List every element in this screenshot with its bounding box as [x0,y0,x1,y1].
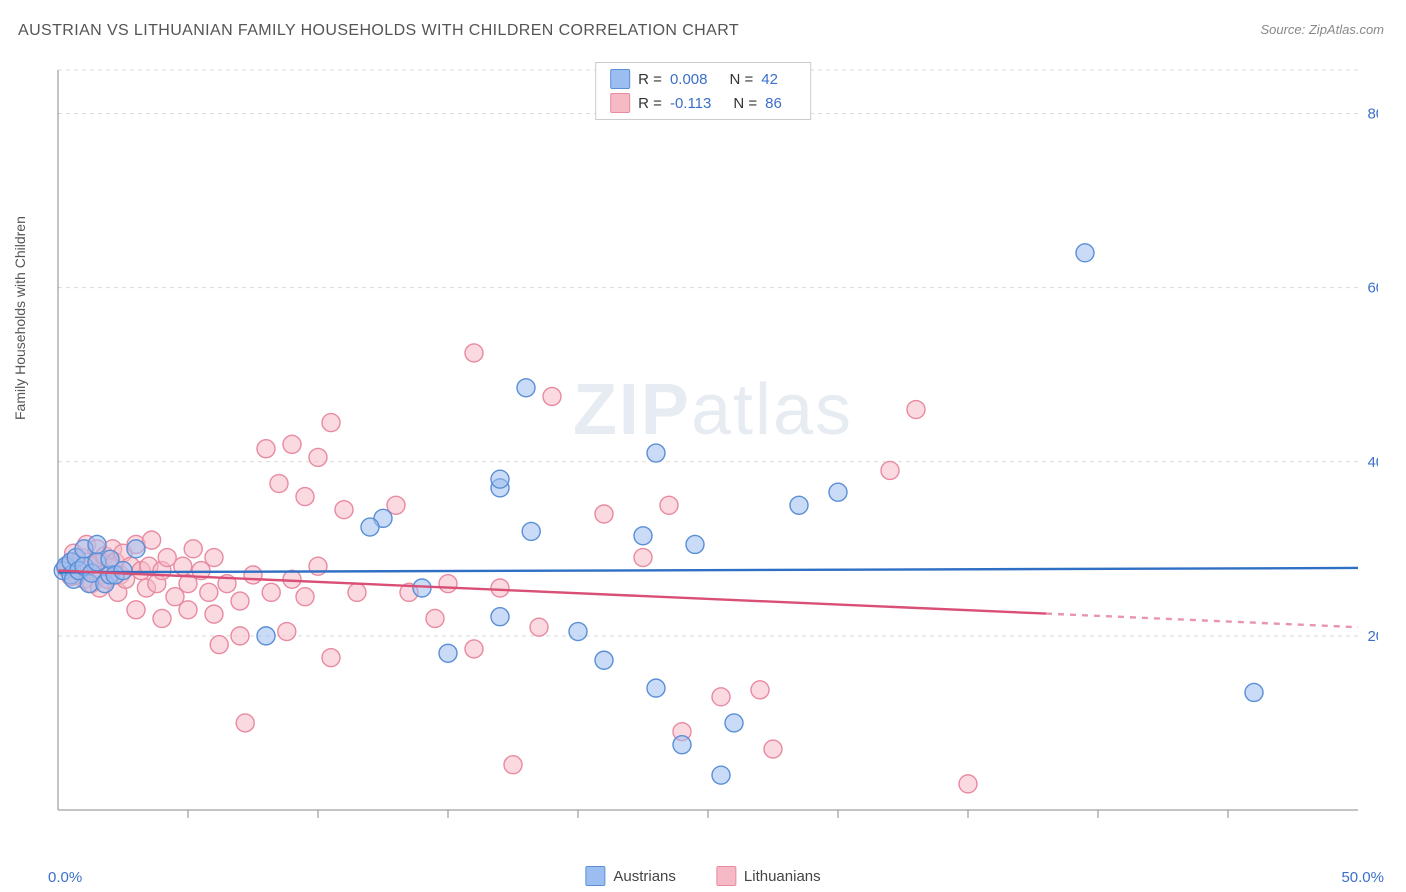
x-axis-max-label: 50.0% [1341,869,1384,886]
legend-stat-row: R =-0.113N =86 [596,91,810,115]
legend-swatch [585,866,605,886]
x-axis-min-label: 0.0% [48,869,82,886]
legend-label: Lithuanians [744,868,821,885]
source-attribution: Source: ZipAtlas.com [1260,22,1384,37]
svg-text:40.0%: 40.0% [1367,454,1378,471]
series-legend: Austrians Lithuanians [585,866,820,886]
correlation-legend: R =0.008N =42R =-0.113N =86 [595,62,811,120]
chart-title: AUSTRIAN VS LITHUANIAN FAMILY HOUSEHOLDS… [18,22,739,40]
legend-swatch [610,69,630,89]
legend-item: Austrians [585,866,676,886]
legend-swatch [716,866,736,886]
legend-label: Austrians [613,868,676,885]
legend-stat-row: R =0.008N =42 [596,67,810,91]
legend-item: Lithuanians [716,866,821,886]
chart-svg: 20.0% 40.0% 60.0% 80.0% [48,60,1378,820]
legend-swatch [610,93,630,113]
svg-text:20.0%: 20.0% [1367,628,1378,645]
svg-text:80.0%: 80.0% [1367,106,1378,123]
y-axis-label: Family Households with Children [12,216,28,420]
scatter-chart: ZIPatlas 20.0%40.0%60.0%80.0% [48,60,1378,820]
svg-text:60.0%: 60.0% [1367,280,1378,297]
